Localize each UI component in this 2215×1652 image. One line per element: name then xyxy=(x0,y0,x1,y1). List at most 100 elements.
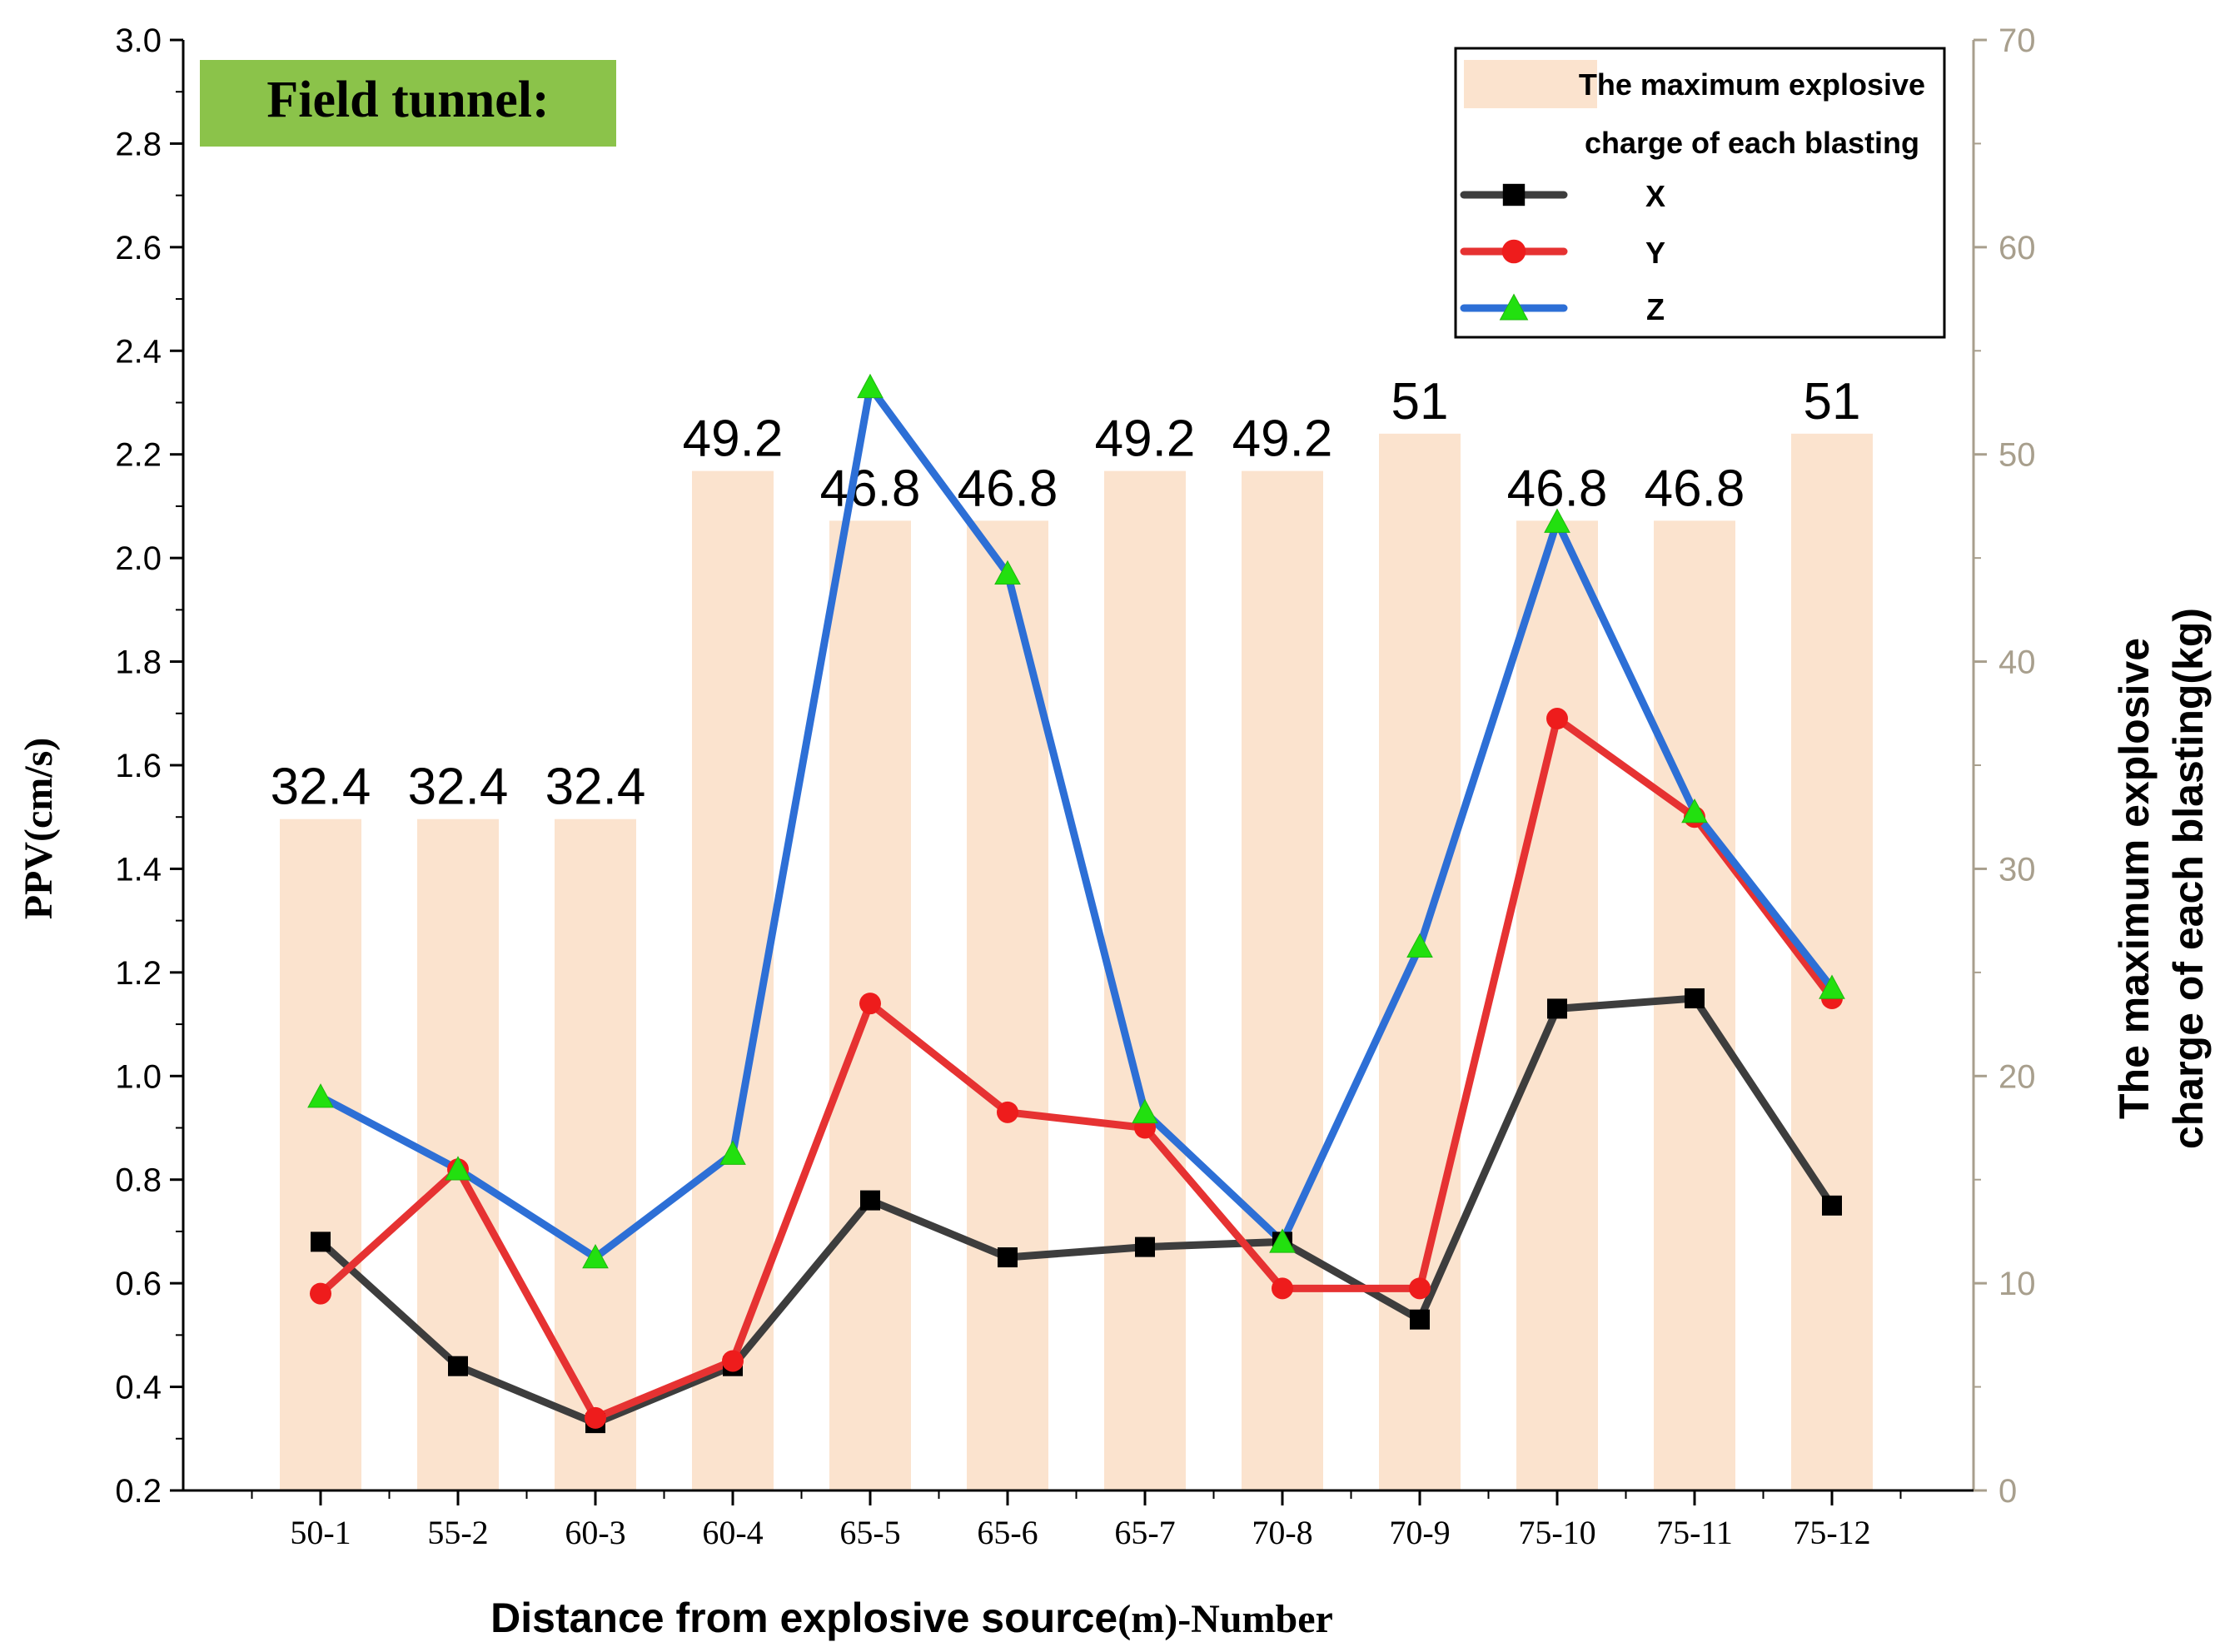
legend-label-X: X xyxy=(1645,179,1665,213)
legend-marker-Z xyxy=(1499,293,1529,321)
bar-label-65-7: 49.2 xyxy=(1095,411,1196,468)
legend-bar-swatch xyxy=(1464,60,1597,108)
y-left-tick-label-0.6: 0.6 xyxy=(115,1266,162,1302)
y-right-tick-label-60: 60 xyxy=(1998,230,2036,266)
bar-label-70-9: 51 xyxy=(1391,373,1449,430)
y-left-tick-label-3.0: 3.0 xyxy=(115,22,162,59)
point-Y-70-9 xyxy=(1409,1277,1431,1300)
bars-layer xyxy=(280,433,1873,1491)
point-Y-70-8 xyxy=(1272,1277,1293,1300)
y-axis-right-title-line1: The maximum explosive xyxy=(2111,638,2158,1119)
point-X-75-11 xyxy=(1685,988,1705,1008)
point-X-75-12 xyxy=(1822,1195,1842,1216)
y-right-tick-label-20: 20 xyxy=(1998,1058,2036,1095)
point-Y-65-6 xyxy=(997,1101,1018,1123)
bar-label-60-3: 32.4 xyxy=(545,759,646,816)
point-X-65-7 xyxy=(1135,1237,1155,1257)
legend-bar-label-line2: charge of each blasting xyxy=(1585,126,1919,160)
legend-marker-X xyxy=(1502,183,1526,206)
bar-label-70-8: 49.2 xyxy=(1232,411,1333,468)
legend-series: XYZ xyxy=(1460,179,1665,326)
annotation-background xyxy=(200,60,616,147)
bar-label-75-10: 46.8 xyxy=(1507,460,1608,517)
bar-65-7 xyxy=(1104,470,1186,1491)
y-axis-right-title-line2: charge of each blasting(kg) xyxy=(2165,608,2212,1149)
point-Y-75-10 xyxy=(1546,708,1568,730)
y-left-tick-label-1.4: 1.4 xyxy=(115,851,162,888)
y-left-tick-label-1.0: 1.0 xyxy=(115,1058,162,1095)
point-Z-65-7 xyxy=(1132,1098,1158,1124)
bar-label-55-2: 32.4 xyxy=(408,759,509,816)
bar-label-75-12: 51 xyxy=(1804,373,1861,430)
series-line-Z xyxy=(316,383,1836,1261)
point-X-65-5 xyxy=(860,1190,880,1211)
y-right-tick-label-50: 50 xyxy=(1998,437,2036,474)
lines-layer xyxy=(307,373,1845,1434)
x-tick-label-60-4: 60-4 xyxy=(702,1514,763,1551)
y-axis-left-title: PPV(cm/s) xyxy=(17,738,61,920)
point-Z-75-12 xyxy=(1819,974,1845,999)
point-X-65-6 xyxy=(998,1247,1018,1268)
y-left-tick-label-0.8: 0.8 xyxy=(115,1162,162,1199)
point-Z-70-9 xyxy=(1406,933,1433,958)
legend-marker-Y xyxy=(1501,239,1526,264)
y-left-tick-label-2.8: 2.8 xyxy=(115,126,162,162)
bar-50-1 xyxy=(280,819,361,1490)
x-tick-label-75-12: 75-12 xyxy=(1793,1514,1870,1551)
field-tunnel-annotation: Field tunnel: xyxy=(200,60,616,147)
x-axis-title: Distance from explosive source(m)-Number xyxy=(490,1595,1333,1641)
point-Y-60-4 xyxy=(722,1350,744,1372)
y-left-tick-label-2.6: 2.6 xyxy=(115,230,162,266)
x-tick-label-55-2: 55-2 xyxy=(427,1514,488,1551)
x-tick-label-50-1: 50-1 xyxy=(290,1514,351,1551)
point-X-50-1 xyxy=(311,1232,331,1252)
point-Z-65-6 xyxy=(994,560,1021,585)
point-Z-55-2 xyxy=(445,1156,471,1181)
x-axis-title-part1: Distance from explosive source xyxy=(490,1595,1117,1641)
point-Z-65-5 xyxy=(857,373,884,399)
bar-label-65-6: 46.8 xyxy=(958,460,1058,517)
y-left-tick-label-1.2: 1.2 xyxy=(115,955,162,992)
point-Z-75-11 xyxy=(1681,798,1708,824)
legend-bar-label-line1: The maximum explosive xyxy=(1579,67,1925,102)
bar-label-50-1: 32.4 xyxy=(271,759,371,816)
y-left-tick-label-0.4: 0.4 xyxy=(115,1370,162,1406)
y-right-tick-label-10: 10 xyxy=(1998,1266,2036,1302)
bar-60-3 xyxy=(555,819,636,1490)
legend-label-Y: Y xyxy=(1645,236,1665,270)
point-X-55-2 xyxy=(448,1356,468,1376)
bar-label-60-4: 49.2 xyxy=(683,411,784,468)
x-tick-label-60-3: 60-3 xyxy=(565,1514,625,1551)
bar-label-75-11: 46.8 xyxy=(1645,460,1745,517)
y-right-tick-label-30: 30 xyxy=(1998,851,2036,888)
bar-65-6 xyxy=(967,520,1048,1490)
y-left-tick-label-2.2: 2.2 xyxy=(115,437,162,474)
x-tick-label-65-7: 65-7 xyxy=(1114,1514,1175,1551)
y-left-tick-label-0.2: 0.2 xyxy=(115,1473,162,1510)
y-left-tick-label-2.0: 2.0 xyxy=(115,540,162,577)
point-X-70-9 xyxy=(1410,1309,1430,1330)
bar-labels-layer: 32.4 32.4 32.4 49.2 46.8 46.8 49.2 49.2 51 46.8 46… xyxy=(271,373,1861,816)
bar-70-8 xyxy=(1242,470,1323,1491)
axes-layer: 0.2 0.4 0.6 0.8 1.0 1.2 1.4 1.6 1.8 2.0 2.2 2.4 2.6 2… xyxy=(115,22,2035,1551)
bar-70-9 xyxy=(1379,433,1461,1490)
annotation-text: Field tunnel: xyxy=(266,72,549,128)
point-Y-50-1 xyxy=(310,1282,331,1305)
point-Z-60-3 xyxy=(582,1243,609,1269)
point-X-75-10 xyxy=(1547,998,1567,1019)
y-left-tick-label-1.8: 1.8 xyxy=(115,644,162,681)
y-right-tick-label-40: 40 xyxy=(1998,644,2036,681)
x-tick-label-65-5: 65-5 xyxy=(839,1514,900,1551)
bar-label-65-5: 46.8 xyxy=(820,460,921,517)
series-line-X xyxy=(316,994,1836,1427)
point-Z-75-10 xyxy=(1544,508,1570,533)
y-left-tick-label-2.4: 2.4 xyxy=(115,333,162,370)
x-tick-label-70-9: 70-9 xyxy=(1389,1514,1450,1551)
y-right-tick-label-70: 70 xyxy=(1998,22,2036,59)
point-Z-50-1 xyxy=(307,1083,334,1108)
legend-label-Z: Z xyxy=(1646,292,1665,326)
x-axis-title-part2: (m)-Number xyxy=(1117,1597,1333,1641)
y-right-tick-label-0: 0 xyxy=(1998,1473,2017,1510)
legend: The maximum explosive charge of each bla… xyxy=(1454,47,1946,339)
